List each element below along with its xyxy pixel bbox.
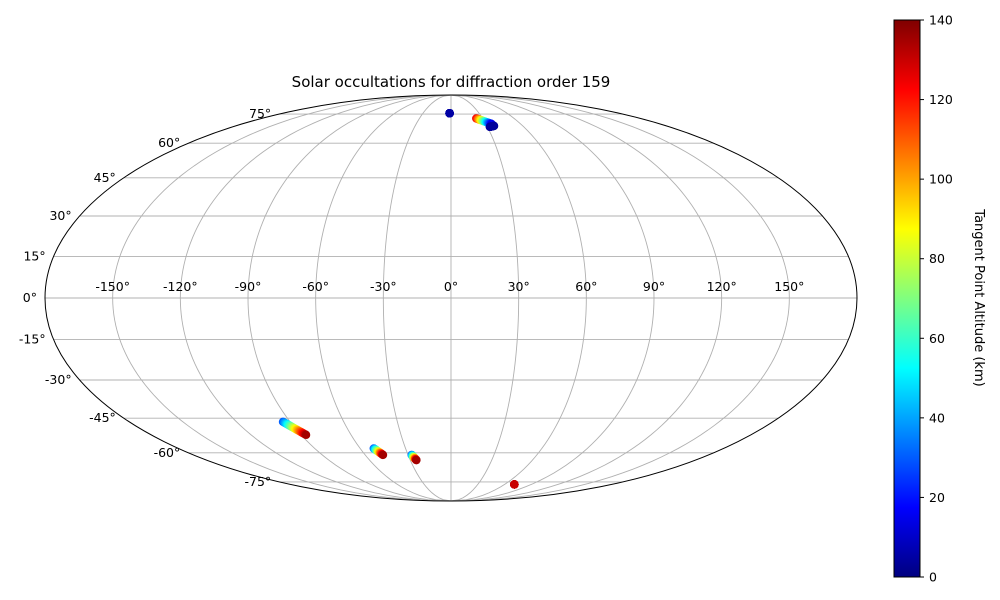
longitude-gridline (382, 95, 452, 501)
colorbar-label: Tangent Point Altitude (km) (971, 208, 986, 386)
latitude-tick-labels: -75° -60° -45° -30° -15° 0° 15° 30° 45° 60° 75° (19, 106, 271, 489)
latitude-tick-label: -30° (45, 372, 72, 387)
longitude-tick-label: -150° (95, 279, 130, 294)
longitude-gridline (315, 95, 452, 501)
chart-title: Solar occultations for diffraction order… (292, 73, 611, 91)
latitude-tick-label: 15° (23, 248, 45, 263)
longitude-gridline (247, 95, 452, 501)
latitude-tick-label: -75° (245, 474, 272, 489)
occultation-point (489, 121, 499, 131)
longitude-tick-label: -90° (235, 279, 262, 294)
map-grid (45, 95, 857, 501)
longitude-tick-label: 0° (444, 279, 458, 294)
colorbar-tick-label: 20 (929, 490, 945, 505)
latitude-tick-label: 0° (23, 290, 37, 305)
longitude-gridline (450, 95, 520, 501)
occultation-point (412, 455, 421, 465)
colorbar-gradient (893, 19, 921, 578)
latitude-tick-label: -60° (154, 445, 181, 460)
longitude-tick-label: 120° (707, 279, 737, 294)
longitude-tick-label: 30° (508, 279, 530, 294)
longitude-tick-label: -30° (370, 279, 397, 294)
colorbar-tick-label: 80 (929, 251, 945, 266)
colorbar-ticks: 0 20 40 60 80 100 120 140 (920, 13, 953, 585)
longitude-gridline (450, 95, 790, 501)
colorbar-tick-label: 60 (929, 331, 945, 346)
colorbar-tick-label: 0 (929, 570, 937, 585)
latitude-tick-label: 45° (94, 170, 116, 185)
occultation-point (301, 430, 311, 440)
longitude-tick-labels: -150° -120° -90° -60° -30° 0° 30° 60° 90° 120° 150… (95, 279, 804, 294)
latitude-tick-label: -45° (89, 410, 116, 425)
longitude-tick-label: 60° (575, 279, 597, 294)
longitude-gridline (112, 95, 452, 501)
colorbar-tick-label: 40 (929, 410, 945, 425)
latitude-tick-label: 60° (158, 135, 180, 150)
latitude-tick-label: 75° (249, 106, 271, 121)
occultation-point (445, 109, 454, 118)
colorbar: 0 20 40 60 80 100 120 140 Tangent Point Altitud… (893, 13, 986, 585)
longitude-tick-label: -120° (163, 279, 198, 294)
colorbar-tick-label: 120 (929, 92, 953, 107)
longitude-gridline (450, 95, 723, 501)
longitude-tick-label: -60° (302, 279, 329, 294)
longitude-gridline (450, 95, 655, 501)
longitude-tick-label: 90° (643, 279, 665, 294)
occultation-point (378, 450, 388, 460)
colorbar-tick-label: 140 (929, 13, 953, 28)
latitude-tick-label: 30° (49, 208, 71, 223)
map-boundary (44, 94, 858, 502)
longitude-tick-label: 150° (774, 279, 804, 294)
colorbar-tick-label: 100 (929, 172, 953, 187)
latitude-tick-label: -15° (19, 332, 46, 347)
longitude-gridline (179, 95, 452, 501)
occultation-point (510, 480, 519, 489)
occultation-points (278, 109, 519, 489)
longitude-gridline (450, 95, 587, 501)
